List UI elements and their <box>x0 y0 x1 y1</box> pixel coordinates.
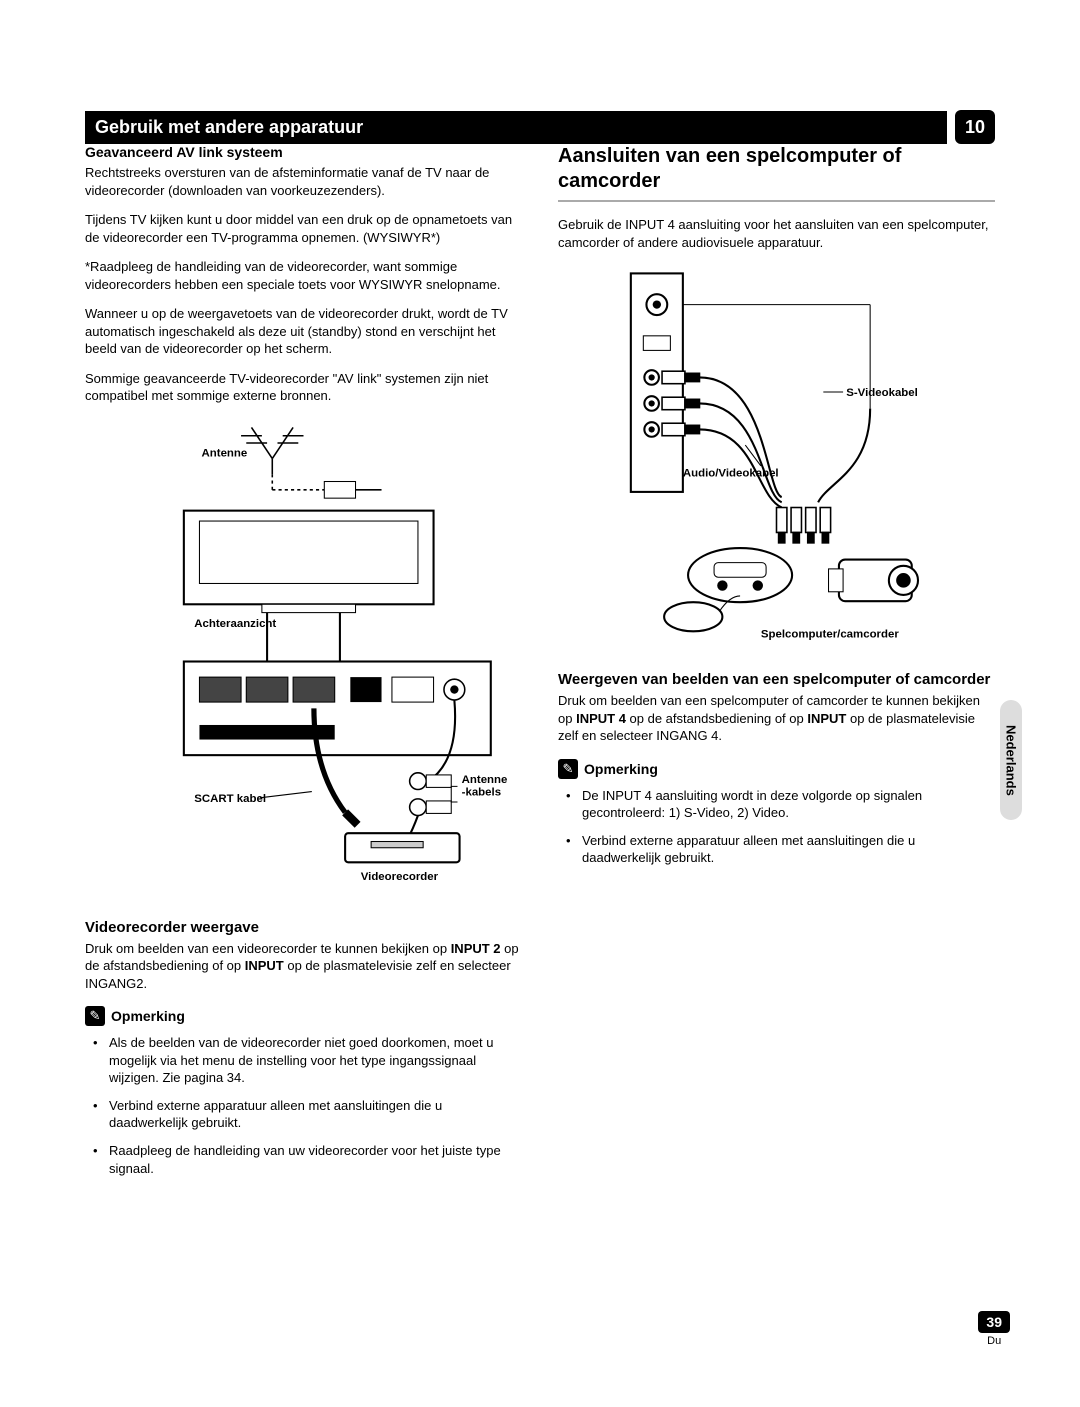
note-item: Verbind externe apparatuur alleen met aa… <box>99 1097 522 1132</box>
display-paragraph: Druk om beelden van een spelcomputer of … <box>558 692 995 745</box>
page-footer: 39 Du <box>978 1311 1010 1347</box>
language-tab: Nederlands <box>1000 700 1022 820</box>
header-title: Gebruik met andere apparatuur <box>85 111 947 144</box>
note-item: Verbind externe apparatuur alleen met aa… <box>572 832 995 867</box>
label-avcable: Audio/Videokabel <box>683 467 779 479</box>
note-label-left: Opmerking <box>111 1008 185 1024</box>
av-link-p3: *Raadpleeg de handleiding van de videore… <box>85 258 522 293</box>
note-heading-left: ✎ Opmerking <box>85 1006 522 1026</box>
label-svideo: S-Videokabel <box>846 387 918 399</box>
right-section-heading: Aansluiten van een spelcomputer of camco… <box>558 144 995 194</box>
note-label-right: Opmerking <box>584 761 658 777</box>
disp-bold: INPUT 4 <box>576 711 626 726</box>
disp-mid: op de afstandsbediening of op <box>626 711 807 726</box>
vcr-play-heading: Videorecorder weergave <box>85 919 522 936</box>
label-antenne: Antenne <box>202 448 248 460</box>
av-link-p4: Wanneer u op de weergavetoets van de vid… <box>85 305 522 358</box>
gameconsole-diagram: S-Videokabel Audio/Videokabel <box>558 263 995 653</box>
left-column: Geavanceerd AV link systeem Rechtstreeks… <box>85 144 522 1187</box>
note-list-right: De INPUT 4 aansluiting wordt in deze vol… <box>558 787 995 867</box>
note-item: Als de beelden van de videorecorder niet… <box>99 1034 522 1087</box>
vcr-p-bold: INPUT 2 <box>451 941 501 956</box>
note-item: De INPUT 4 aansluiting wordt in deze vol… <box>572 787 995 822</box>
display-heading: Weergeven van beelden van een spelcomput… <box>558 671 995 688</box>
right-intro: Gebruik de INPUT 4 aansluiting voor het … <box>558 216 995 251</box>
language-tab-text: Nederlands <box>1004 725 1019 796</box>
page-header: Gebruik met andere apparatuur 10 <box>85 110 995 144</box>
note-icon: ✎ <box>558 759 578 779</box>
av-link-p5: Sommige geavanceerde TV-videorecorder "A… <box>85 370 522 405</box>
av-link-p2: Tijdens TV kijken kunt u door middel van… <box>85 211 522 246</box>
section-rule <box>558 200 995 202</box>
vcr-play-paragraph: Druk om beelden van een videorecorder te… <box>85 940 522 993</box>
label-antenne-kabels-2: -kabels <box>462 787 501 799</box>
note-icon: ✎ <box>85 1006 105 1026</box>
av-link-p1: Rechtstreeks oversturen van de afsteminf… <box>85 164 522 199</box>
av-link-heading: Geavanceerd AV link systeem <box>85 144 522 160</box>
label-achteraanzicht: Achteraanzicht <box>194 618 276 630</box>
label-scart: SCART kabel <box>194 793 266 805</box>
label-videorecorder: Videorecorder <box>361 871 439 883</box>
chapter-badge: 10 <box>955 110 995 144</box>
note-heading-right: ✎ Opmerking <box>558 759 995 779</box>
gameconsole-diagram-svg: S-Videokabel Audio/Videokabel <box>558 263 995 648</box>
label-antenne-kabels-1: Antenne <box>462 774 508 786</box>
label-device: Spelcomputer/camcorder <box>761 629 899 641</box>
page-number: 39 <box>978 1311 1010 1333</box>
vcr-connection-diagram: Antenne Achteraanzicht <box>85 417 522 901</box>
header-title-text: Gebruik met andere apparatuur <box>95 117 363 137</box>
disp-bold2: INPUT <box>807 711 846 726</box>
chapter-number: 10 <box>965 117 985 138</box>
right-column: Aansluiten van een spelcomputer of camco… <box>558 144 995 1187</box>
note-item: Raadpleeg de handleiding van uw videorec… <box>99 1142 522 1177</box>
vcr-p-bold2: INPUT <box>245 958 284 973</box>
page-lang: Du <box>978 1335 1010 1347</box>
vcr-diagram-svg: Antenne Achteraanzicht <box>85 417 522 896</box>
note-list-left: Als de beelden van de videorecorder niet… <box>85 1034 522 1177</box>
vcr-p-pre: Druk om beelden van een videorecorder te… <box>85 941 451 956</box>
